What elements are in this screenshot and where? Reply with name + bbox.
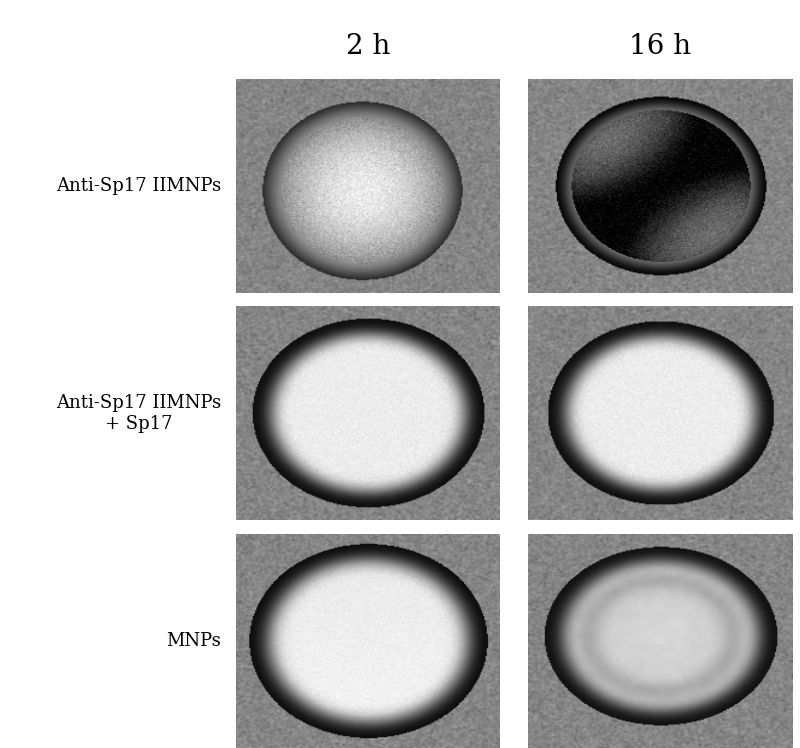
Text: 16 h: 16 h (629, 33, 691, 60)
Text: Anti-Sp17 IIMNPs
+ Sp17: Anti-Sp17 IIMNPs + Sp17 (56, 394, 221, 432)
Text: Anti-Sp17 IIMNPs: Anti-Sp17 IIMNPs (56, 177, 221, 194)
Text: MNPs: MNPs (166, 632, 221, 650)
Text: 2 h: 2 h (346, 33, 390, 60)
